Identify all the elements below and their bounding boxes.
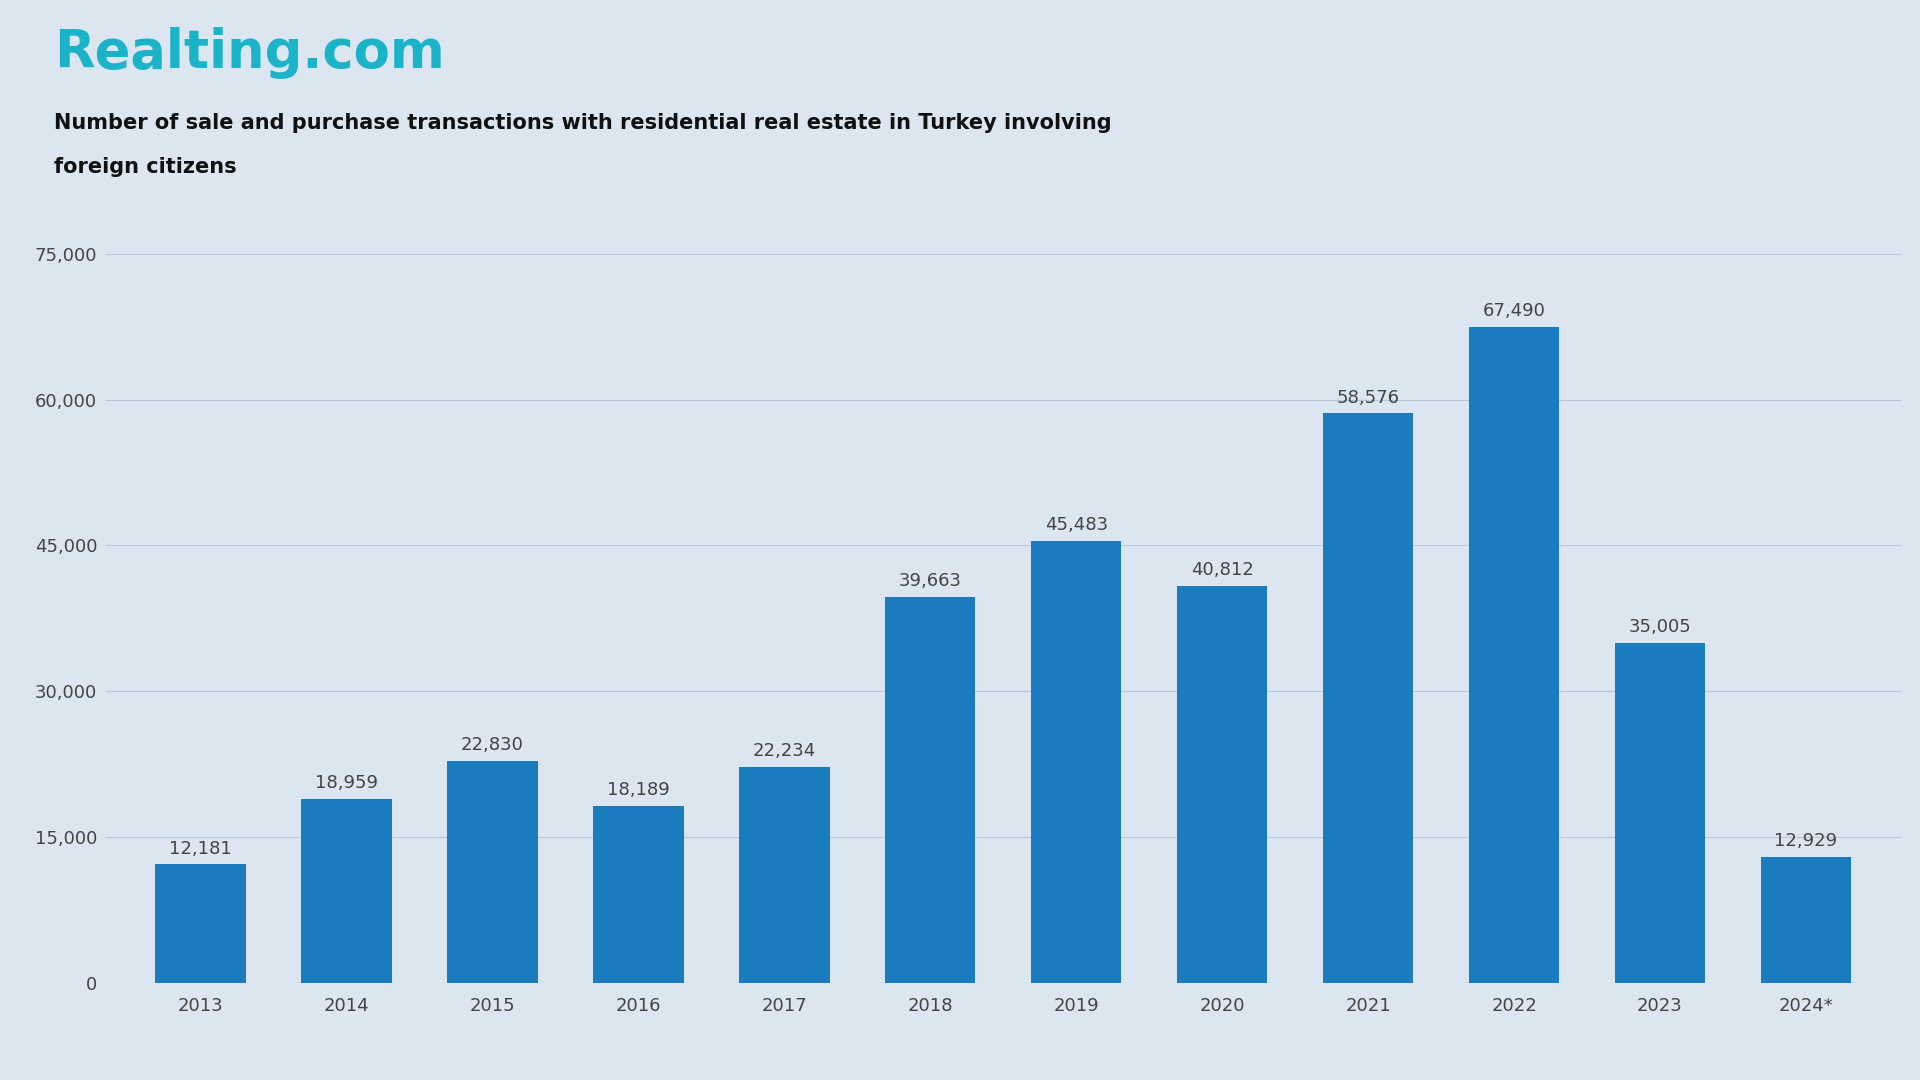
Bar: [301, 798, 392, 983]
Text: foreign citizens: foreign citizens: [54, 157, 236, 177]
Text: 22,830: 22,830: [461, 737, 524, 754]
Text: 35,005: 35,005: [1628, 618, 1692, 636]
Bar: [1469, 327, 1559, 983]
Text: 12,181: 12,181: [169, 839, 232, 858]
Bar: [1177, 586, 1267, 983]
Text: 40,812: 40,812: [1190, 562, 1254, 579]
Text: 18,959: 18,959: [315, 773, 378, 792]
Text: 67,490: 67,490: [1482, 302, 1546, 320]
Bar: [156, 864, 246, 983]
Text: 12,929: 12,929: [1774, 833, 1837, 850]
Text: Number of sale and purchase transactions with residential real estate in Turkey : Number of sale and purchase transactions…: [54, 113, 1112, 134]
Bar: [739, 767, 829, 983]
Bar: [593, 806, 684, 983]
Bar: [1323, 414, 1413, 983]
Bar: [1031, 541, 1121, 983]
Text: 39,663: 39,663: [899, 572, 962, 591]
Bar: [885, 597, 975, 983]
Text: Realting.com: Realting.com: [54, 27, 445, 79]
Text: 45,483: 45,483: [1044, 516, 1108, 534]
Text: 58,576: 58,576: [1336, 389, 1400, 407]
Bar: [1761, 858, 1851, 983]
Bar: [1615, 643, 1705, 983]
Text: 22,234: 22,234: [753, 742, 816, 760]
Bar: [447, 761, 538, 983]
Text: 18,189: 18,189: [607, 781, 670, 799]
